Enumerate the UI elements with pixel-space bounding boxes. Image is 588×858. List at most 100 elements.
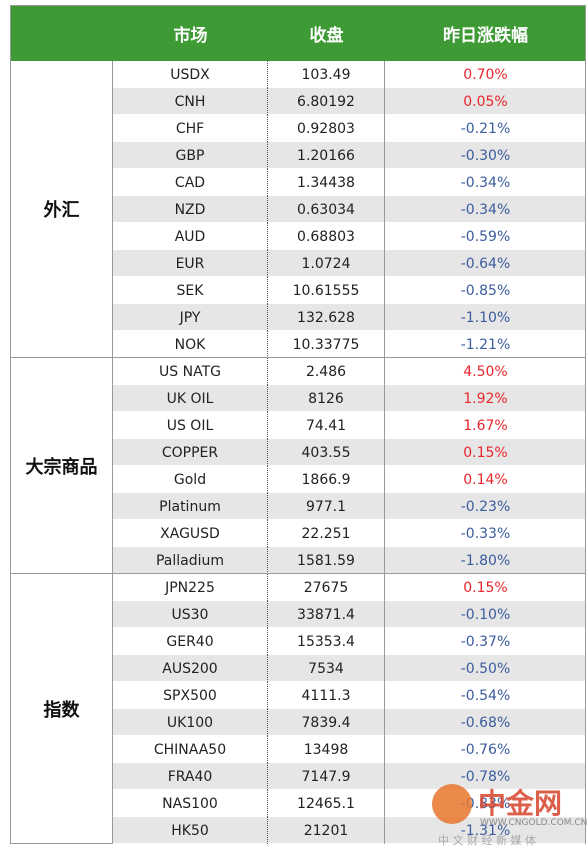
- close: 10.61555: [268, 277, 385, 304]
- market: NOK: [113, 331, 268, 358]
- table-row: [113, 547, 585, 574]
- market: NZD: [113, 196, 268, 223]
- table-row: [113, 601, 585, 628]
- close: 403.55: [268, 439, 385, 466]
- market: EUR: [113, 250, 268, 277]
- close: 7534: [268, 655, 385, 682]
- change: -1.10%: [460, 309, 511, 326]
- change: -0.68%: [460, 714, 511, 731]
- close: 1.20166: [268, 142, 385, 169]
- change: 0.15%: [463, 444, 508, 461]
- close: 2.486: [268, 358, 385, 385]
- market: Palladium: [113, 547, 268, 574]
- close: 4111.3: [268, 682, 385, 709]
- table-row: [113, 628, 585, 655]
- close: 8126: [268, 385, 385, 412]
- table-row: [113, 790, 585, 817]
- table-row: [113, 223, 585, 250]
- table-row: [113, 493, 585, 520]
- market: FRA40: [113, 763, 268, 790]
- change: 1.67%: [463, 417, 508, 434]
- header-cell: 昨日涨跌幅: [443, 26, 528, 46]
- change: 0.70%: [463, 66, 508, 83]
- close: 0.63034: [268, 196, 385, 223]
- change: 4.50%: [463, 363, 508, 380]
- market: HK50: [113, 817, 268, 844]
- table-row: [113, 655, 585, 682]
- group-divider: [11, 357, 585, 358]
- table-row: [113, 169, 585, 196]
- change: -0.76%: [460, 741, 511, 758]
- change: -0.64%: [460, 255, 511, 272]
- market: Platinum: [113, 493, 268, 520]
- logo-circle: [432, 784, 472, 824]
- table-row: [113, 115, 585, 142]
- table-row: [113, 331, 585, 358]
- market: CHINAA50: [113, 736, 268, 763]
- table-row: [113, 412, 585, 439]
- table-row: [113, 439, 585, 466]
- table-row: [113, 763, 585, 790]
- change: 0.15%: [463, 579, 508, 596]
- close: 10.33775: [268, 331, 385, 358]
- change: -1.21%: [460, 336, 511, 353]
- close: 22.251: [268, 520, 385, 547]
- market: CNH: [113, 88, 268, 115]
- market: GBP: [113, 142, 268, 169]
- change: -0.83%: [460, 795, 511, 812]
- close: 1581.59: [268, 547, 385, 574]
- table-row: [113, 736, 585, 763]
- market-table: 市场 收盘 昨日涨跌幅 外汇 USDX 103.49 0.70% CNH 6.80192 0.05…: [10, 5, 586, 844]
- change: -0.33%: [460, 525, 511, 542]
- change: -0.78%: [460, 768, 511, 785]
- group-label: 大宗商品: [11, 358, 113, 574]
- header-cell: 收盘: [309, 26, 344, 46]
- change: -0.34%: [460, 201, 511, 218]
- market: JPY: [113, 304, 268, 331]
- close: 132.628: [268, 304, 385, 331]
- change: -0.59%: [460, 228, 511, 245]
- table-row: [113, 466, 585, 493]
- group-divider: [11, 573, 585, 574]
- logo-url: WWW.CNGOLD.COM.CN: [480, 818, 588, 828]
- close: 1866.9: [268, 466, 385, 493]
- table-row: [113, 817, 585, 844]
- market: SEK: [113, 277, 268, 304]
- market: AUS200: [113, 655, 268, 682]
- market: Gold: [113, 466, 268, 493]
- table-row: [113, 574, 585, 601]
- close: 0.68803: [268, 223, 385, 250]
- market: JPN225: [113, 574, 268, 601]
- logo-slogan: 中 文 财 经 新 媒 体: [438, 834, 536, 847]
- table-row: [113, 250, 585, 277]
- market: XAGUSD: [113, 520, 268, 547]
- change: -0.37%: [460, 633, 511, 650]
- table-row: [113, 88, 585, 115]
- change: 1.92%: [463, 390, 508, 407]
- close: 7839.4: [268, 709, 385, 736]
- change: -1.80%: [460, 552, 511, 569]
- close: 7147.9: [268, 763, 385, 790]
- close: 103.49: [268, 61, 385, 88]
- market: SPX500: [113, 682, 268, 709]
- header-bar: [11, 6, 585, 61]
- change: -0.34%: [460, 174, 511, 191]
- market: US OIL: [113, 412, 268, 439]
- change: -0.21%: [460, 120, 511, 137]
- change: -1.31%: [460, 822, 511, 839]
- table-row: [113, 520, 585, 547]
- market: COPPER: [113, 439, 268, 466]
- close: 74.41: [268, 412, 385, 439]
- market: UK100: [113, 709, 268, 736]
- close: 15353.4: [268, 628, 385, 655]
- close: 1.34438: [268, 169, 385, 196]
- change: -0.50%: [460, 660, 511, 677]
- logo-text: 中金网: [478, 787, 563, 820]
- change: -0.54%: [460, 687, 511, 704]
- table-row: [113, 385, 585, 412]
- table-row: [113, 277, 585, 304]
- close: 13498: [268, 736, 385, 763]
- market: NAS100: [113, 790, 268, 817]
- market: UK OIL: [113, 385, 268, 412]
- group-label: 外汇: [11, 61, 113, 358]
